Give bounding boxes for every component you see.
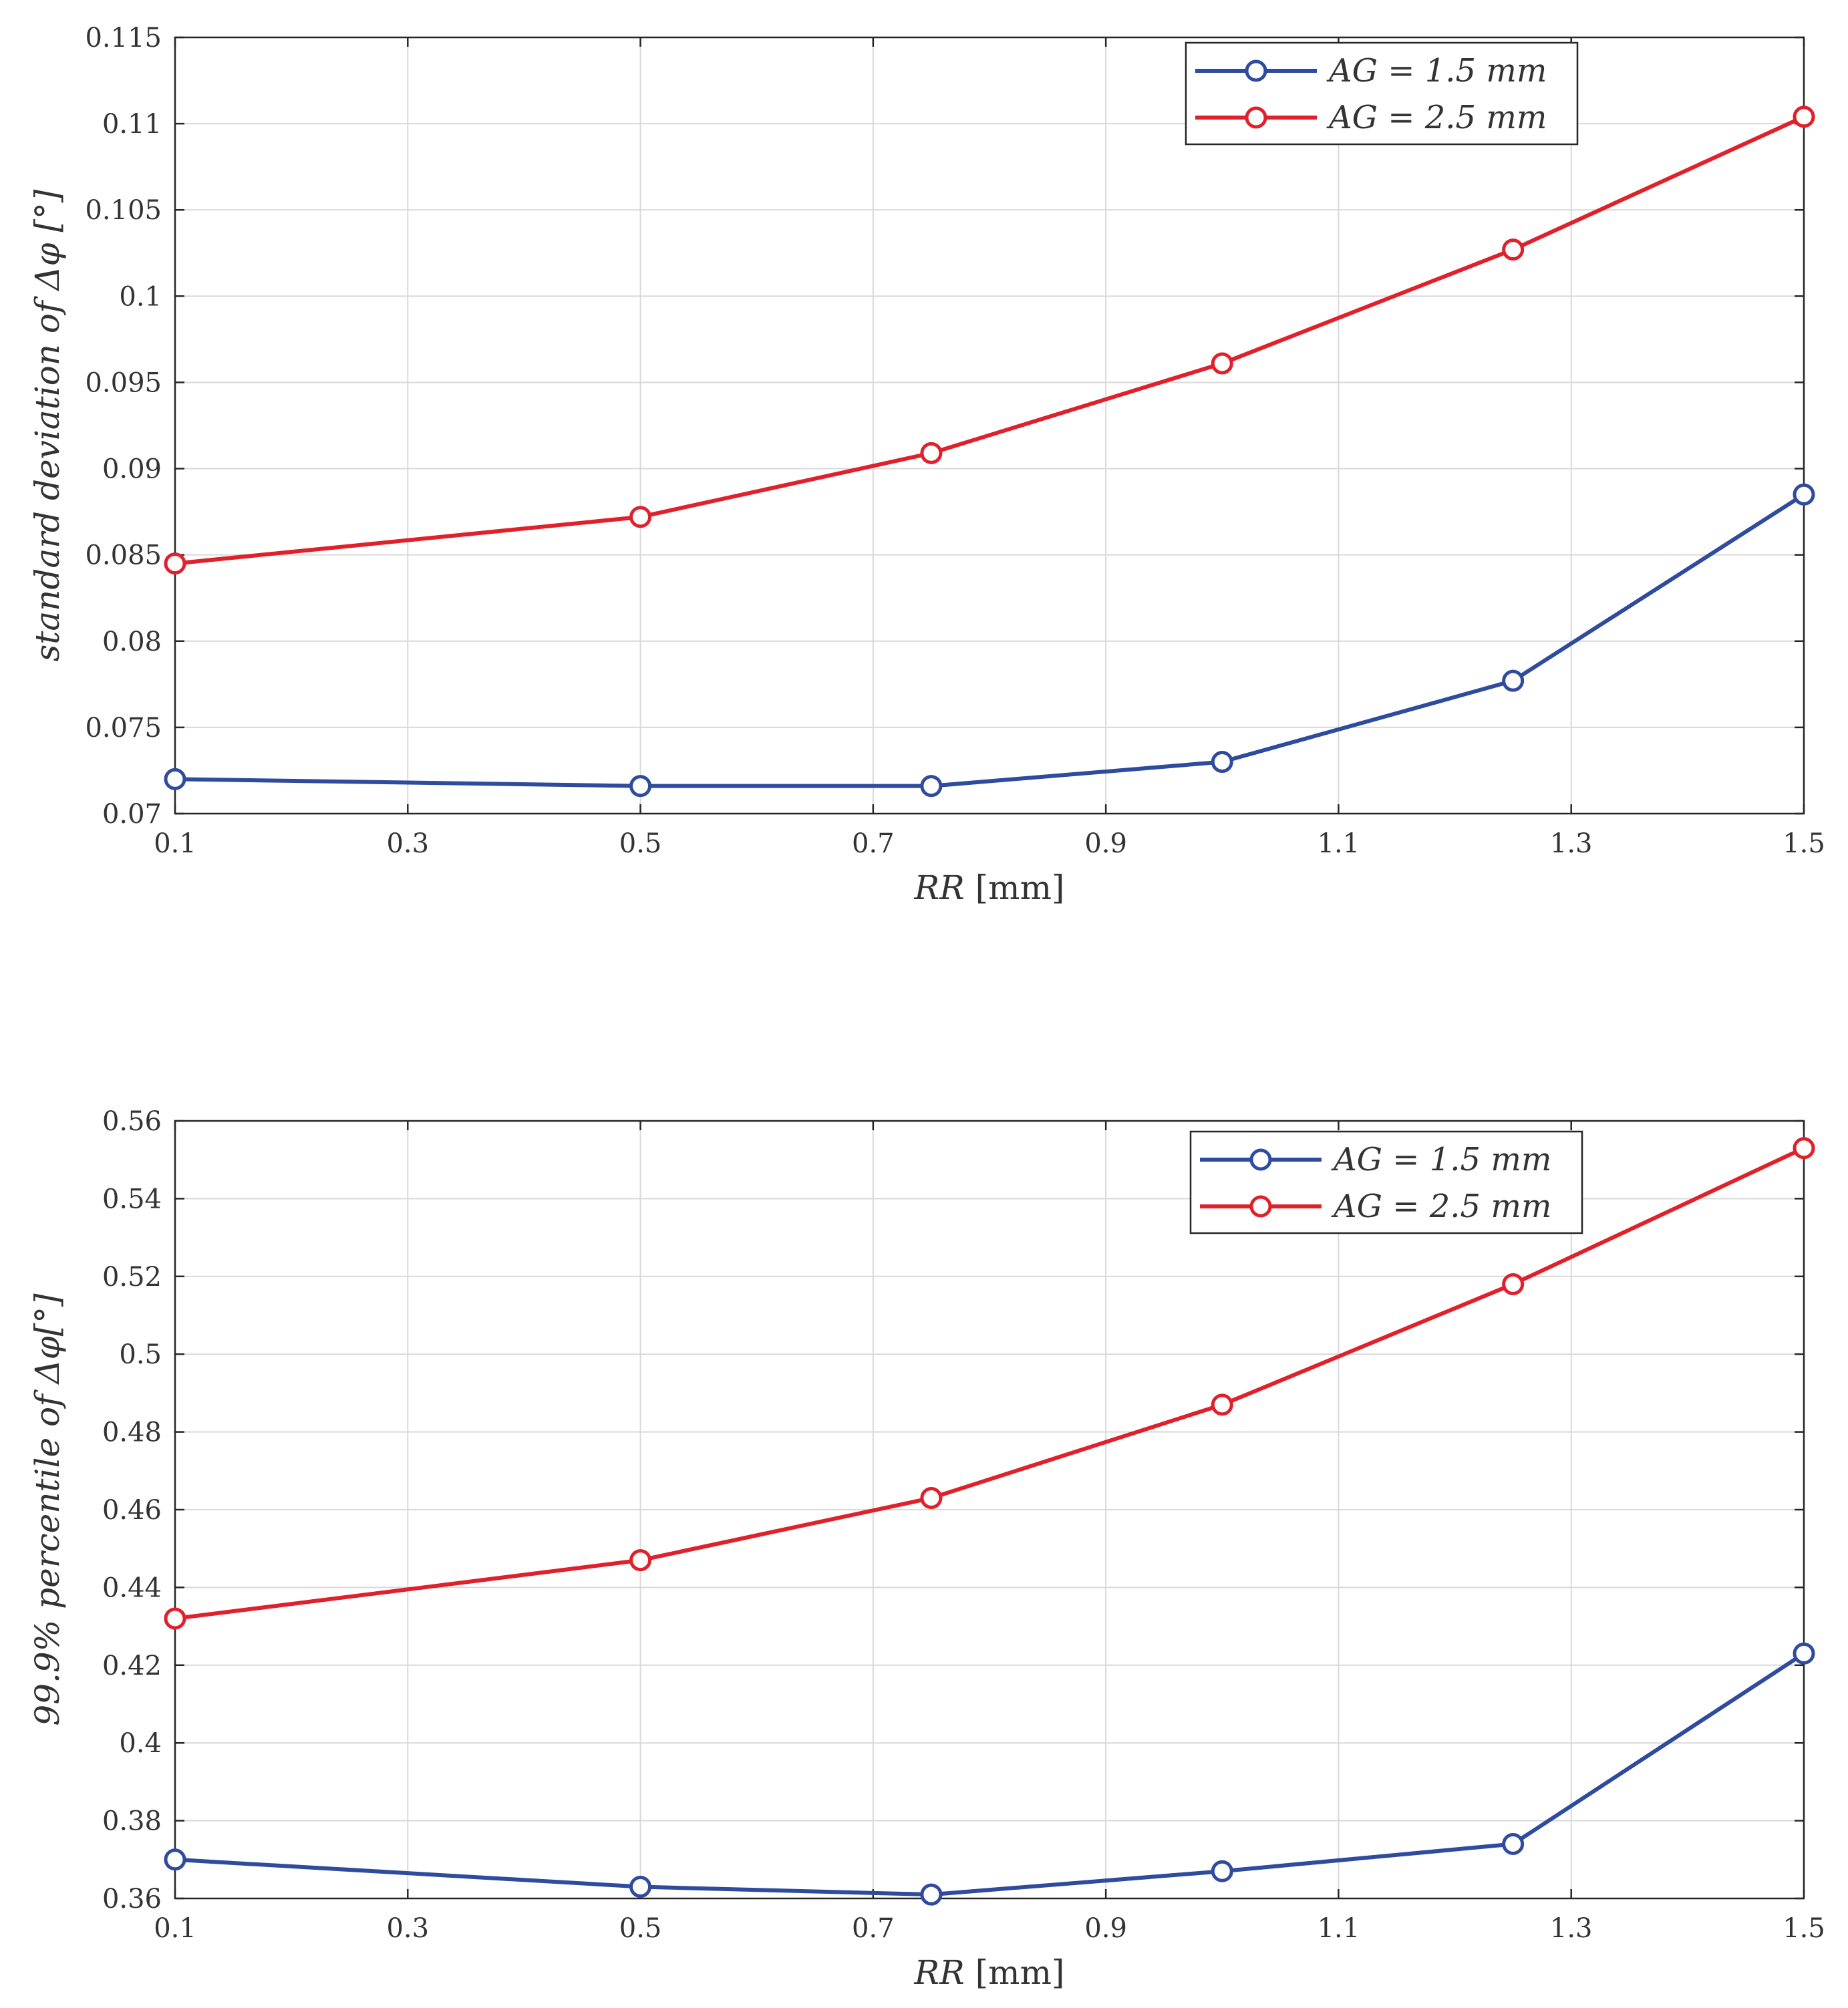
data-point [164,552,186,575]
y-axis-label: 99.9% percentile of Δφ[°] [28,1293,67,1726]
x-axis-label: RR [mm] [913,1953,1064,1992]
bottom-chart-percentile: 0.1 0.3 0.5 0.7 0.9 1.1 1.3 1.5 0.36 0.38 0.4 0.42 0… [28,1106,1825,1992]
top-chart-std-deviation: 0.1 0.3 0.5 0.7 0.9 1.1 1.3 1.5 0.07 0.075 0.08 0.0… [28,23,1825,907]
data-point [1211,1393,1233,1416]
x-tick-label: 0.9 [1084,828,1127,859]
y-tick-label: 0.115 [85,23,162,53]
data-point [1502,669,1525,692]
axes-frame [174,1120,1805,1900]
y-tick-label: 0.46 [102,1495,162,1526]
x-tick-label: 0.5 [619,828,662,859]
x-tick-label: 1.3 [1550,1913,1593,1944]
y-tick-label: 0.42 [102,1651,162,1681]
data-point [164,768,186,790]
x-tick-label: 1.5 [1783,828,1825,859]
data-point [1793,1137,1815,1160]
series-line-0 [174,1651,1805,1897]
data-point [164,1607,186,1630]
y-tick-label: 0.07 [102,799,162,830]
x-tick-label: 0.5 [619,1913,662,1944]
x-axis-variable: RR [913,1953,964,1992]
y-tick-label: 0.075 [85,713,162,743]
x-axis-unit: [mm] [975,868,1065,907]
legend-entry-0: AG = 1.5 mm [1331,1141,1551,1178]
data-point [164,1848,186,1871]
data-point [1211,751,1233,774]
legend-marker-1 [1249,1195,1272,1218]
data-point [629,1876,652,1898]
series-line-1 [174,115,1805,566]
y-tick-label: 0.09 [102,454,162,485]
x-tick-label: 0.7 [852,828,895,859]
legend-entry-1: AG = 2.5 mm [1331,1188,1551,1225]
y-axis-label: standard deviation of Δφ [°] [28,189,67,661]
plot-area [175,37,1804,814]
series-line-0 [174,492,1805,788]
series-line-1 [174,1146,1805,1621]
y-tick-label: 0.56 [102,1106,162,1137]
y-tick-label: 0.44 [102,1572,162,1603]
axes-frame [174,36,1805,815]
y-tick-label: 0.085 [85,540,162,571]
legend-marker-0 [1249,1148,1272,1171]
y-tick-label: 0.1 [119,281,162,312]
data-point [1793,483,1815,506]
y-tick-label: 0.08 [102,627,162,657]
x-tick-label: 1.5 [1783,1913,1825,1944]
y-tick-label: 0.38 [102,1806,162,1837]
y-tick-label: 0.54 [102,1184,162,1214]
data-point [1211,1860,1233,1882]
data-point [1502,238,1525,261]
x-tick-label: 0.7 [852,1913,895,1944]
legend-marker-1 [1245,106,1267,129]
y-tick-label: 0.36 [102,1884,162,1914]
data-point [1793,1642,1815,1665]
y-tick-label: 0.52 [102,1262,162,1293]
x-tick-label: 0.1 [154,1913,196,1944]
data-point [1502,1273,1525,1295]
data-point [920,442,943,464]
y-tick-label: 0.4 [119,1728,162,1759]
x-tick-label: 0.3 [386,1913,429,1944]
x-tick-label: 1.1 [1318,1913,1360,1944]
data-point [629,506,652,528]
data-point [1793,106,1815,128]
x-tick-label: 1.1 [1318,828,1360,859]
data-point [629,1549,652,1572]
y-tick-label: 0.105 [85,195,162,226]
data-point [1502,1833,1525,1856]
data-point [920,1883,943,1906]
data-point [1211,352,1233,375]
legend-entry-0: AG = 1.5 mm [1326,52,1547,90]
x-axis-label: RR [mm] [913,868,1064,907]
legend-marker-0 [1245,59,1267,82]
y-tick-label: 0.5 [119,1339,162,1370]
x-axis-variable: RR [913,868,964,907]
data-point [920,775,943,798]
data-point [629,775,652,798]
y-tick-label: 0.095 [85,367,162,398]
legend-entry-1: AG = 2.5 mm [1326,99,1547,136]
x-tick-label: 0.9 [1084,1913,1127,1944]
x-tick-label: 0.1 [154,828,196,859]
y-tick-label: 0.48 [102,1417,162,1448]
data-point [920,1487,943,1510]
y-tick-label: 0.11 [102,109,162,140]
x-tick-label: 0.3 [386,828,429,859]
x-axis-unit: [mm] [975,1953,1065,1992]
x-tick-label: 1.3 [1550,828,1593,859]
